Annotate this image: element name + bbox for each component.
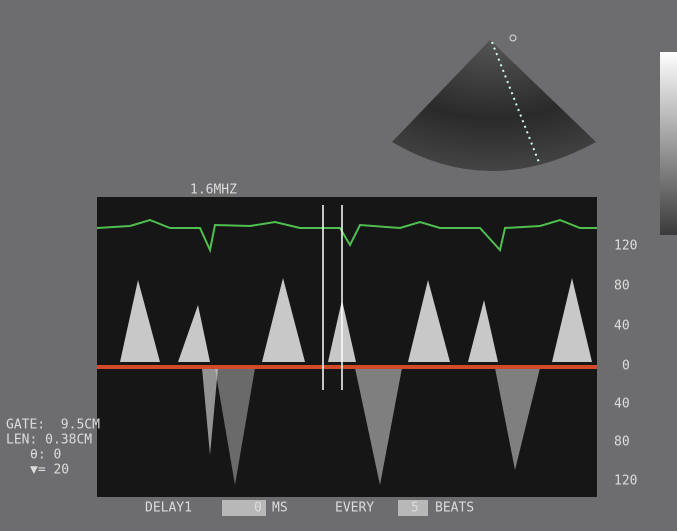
spectrum [120, 278, 592, 485]
marker-depth: ▼= 20 [30, 463, 69, 478]
grayscale-bar [660, 52, 677, 235]
every-box [398, 500, 428, 516]
scale-label: 40 [614, 319, 630, 334]
every-unit: BEATS [435, 501, 474, 516]
delay-box [222, 500, 266, 516]
scale-label: 0 [622, 359, 630, 374]
echo-sector [392, 40, 596, 171]
scale-label: 40 [614, 397, 630, 412]
scale-label: 120 [614, 474, 637, 489]
delay-label: DELAY1 [145, 501, 192, 516]
every-value: 5 [411, 501, 419, 516]
ecg-trace [96, 218, 597, 254]
footer: DELAY1 0 MS EVERY 5 BEATS [145, 500, 474, 516]
delay-value: 0 [254, 501, 262, 516]
every-label: EVERY [335, 501, 374, 516]
scale-label: 80 [614, 279, 630, 294]
gate: GATE: 9.5CM [6, 418, 100, 433]
angle: θ: 0 [30, 448, 61, 463]
cursor-line [491, 41, 541, 166]
scale-label: 120 [614, 239, 637, 254]
scale-label: 80 [614, 435, 630, 450]
frequency: 1.6MHZ [190, 183, 237, 198]
delay-unit: MS [272, 501, 288, 516]
length: LEN: 0.38CM [6, 433, 92, 448]
info: GATE: 9.5CM LEN: 0.38CM θ: 0 ▼= 20 [6, 418, 100, 478]
marker [509, 34, 517, 42]
scale: 120 80 40 0 40 80 120 [614, 239, 637, 489]
